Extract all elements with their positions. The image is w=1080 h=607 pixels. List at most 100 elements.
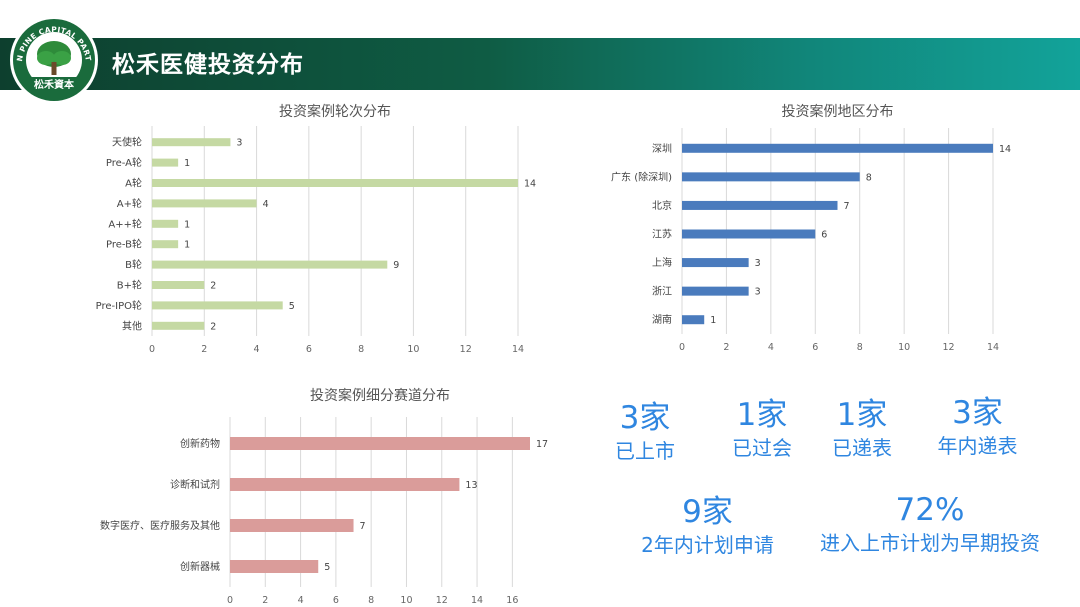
bar — [682, 200, 838, 210]
x-tick-label: 2 — [723, 342, 729, 353]
x-tick-label: 12 — [943, 342, 955, 353]
stat-approved: 1家 已过会 — [712, 397, 812, 461]
x-tick-label: 0 — [679, 342, 685, 353]
category-label: 其他 — [122, 319, 142, 332]
x-tick-label: 6 — [306, 344, 312, 355]
stat-number: 72% — [895, 492, 965, 528]
stat-label: 年内递表 — [937, 434, 1018, 458]
stat-label: 2年内计划申请 — [641, 533, 774, 557]
bar — [152, 179, 518, 187]
data-label: 17 — [536, 439, 548, 450]
category-label: 浙江 — [652, 286, 672, 298]
category-label: 创新药物 — [180, 437, 220, 450]
stat-listed: 3家 已上市 — [595, 400, 695, 464]
x-tick-label: 14 — [987, 342, 999, 353]
data-label: 3 — [755, 287, 761, 298]
stat-number: 1家 — [836, 397, 888, 433]
bar — [152, 260, 388, 269]
data-label: 1 — [184, 219, 190, 230]
x-tick-label: 16 — [506, 595, 518, 606]
category-label: Pre-B轮 — [106, 238, 142, 251]
stat-number: 9家 — [682, 494, 733, 530]
category-label: B轮 — [125, 258, 142, 271]
stat-number: 3家 — [952, 395, 1003, 431]
data-label: 9 — [393, 260, 399, 271]
category-label: Pre-IPO轮 — [96, 299, 142, 312]
bar — [230, 560, 319, 573]
tree-icon — [37, 41, 71, 75]
data-label: 3 — [755, 258, 761, 269]
bar — [152, 240, 179, 249]
stat-label: 已过会 — [732, 436, 792, 460]
category-label: A+轮 — [117, 197, 142, 210]
category-label: 诊断和试剂 — [170, 478, 220, 491]
data-label: 13 — [465, 480, 477, 491]
stat-plan-two-years: 9家 2年内计划申请 — [625, 494, 790, 558]
category-label: 湖南 — [652, 313, 672, 326]
x-tick-label: 6 — [333, 595, 339, 606]
bar — [152, 281, 205, 289]
stat-number: 1家 — [736, 397, 788, 433]
data-label: 1 — [184, 158, 190, 169]
x-tick-label: 14 — [471, 595, 483, 606]
data-label: 7 — [360, 521, 366, 532]
x-tick-label: 14 — [512, 344, 524, 355]
stat-label: 已上市 — [615, 439, 675, 463]
bar — [682, 229, 816, 239]
data-label: 3 — [236, 138, 242, 149]
category-label: 广东 (除深圳) — [611, 170, 672, 183]
bar — [152, 158, 179, 167]
logo: GREEN PINE CAPITAL PARTNERS 松禾資本 — [8, 14, 98, 104]
stat-filed: 1家 已递表 — [812, 397, 912, 461]
category-label: 深圳 — [652, 143, 672, 155]
x-tick-label: 12 — [460, 344, 472, 355]
data-label: 4 — [263, 199, 269, 210]
x-tick-label: 8 — [368, 595, 374, 606]
category-label: B+轮 — [117, 279, 142, 292]
x-tick-label: 8 — [857, 342, 863, 353]
data-label: 14 — [524, 179, 536, 190]
bar — [152, 199, 257, 208]
bar — [152, 219, 179, 228]
x-tick-label: 4 — [298, 595, 304, 606]
data-label: 7 — [844, 201, 850, 212]
x-tick-label: 6 — [812, 342, 818, 353]
category-label: 江苏 — [652, 228, 672, 241]
page-title: 松禾医健投资分布 — [112, 52, 304, 78]
bar — [230, 478, 460, 491]
category-label: Pre-A轮 — [106, 156, 142, 169]
chart-rounds: 投资案例轮次分布 0 2 4 6 8 10 12 14 天使轮 3 Pre-A轮 1 A轮 14 A+轮 4 A+… — [60, 98, 560, 360]
chart-svg: 投资案例地区分布 0 2 4 6 8 10 12 14 深圳 14 广东 (除深圳) 8 北京 7 江苏 6 上海… — [611, 103, 1011, 353]
category-label: 创新器械 — [180, 560, 220, 573]
bar — [682, 172, 860, 182]
x-tick-label: 10 — [898, 342, 910, 353]
x-tick-label: 12 — [436, 595, 448, 606]
x-tick-label: 8 — [358, 344, 364, 355]
data-label: 6 — [821, 230, 827, 241]
category-label: 数字医疗、医疗服务及其他 — [100, 519, 220, 532]
header-banner: 松禾医健投资分布 — [0, 38, 1080, 90]
data-label: 1 — [184, 240, 190, 251]
data-label: 5 — [289, 301, 295, 312]
category-label: A轮 — [125, 177, 142, 190]
stat-label: 进入上市计划为早期投资 — [820, 531, 1040, 555]
x-tick-label: 4 — [254, 344, 260, 355]
category-label: 天使轮 — [112, 136, 142, 149]
data-label: 5 — [324, 562, 330, 573]
x-tick-label: 2 — [262, 595, 268, 606]
bar — [682, 143, 993, 153]
data-label: 8 — [866, 172, 872, 183]
bar — [682, 286, 749, 296]
x-tick-label: 0 — [149, 344, 155, 355]
x-tick-label: 2 — [201, 344, 207, 355]
stat-label: 已递表 — [832, 436, 892, 460]
bar — [230, 519, 354, 532]
bar — [682, 315, 705, 325]
x-tick-label: 0 — [227, 595, 233, 606]
x-tick-label: 10 — [400, 595, 412, 606]
category-label: 北京 — [652, 199, 672, 212]
stat-early-stage-share: 72% 进入上市计划为早期投资 — [800, 492, 1060, 556]
category-label: A++轮 — [108, 217, 142, 230]
stat-number: 3家 — [619, 400, 671, 436]
